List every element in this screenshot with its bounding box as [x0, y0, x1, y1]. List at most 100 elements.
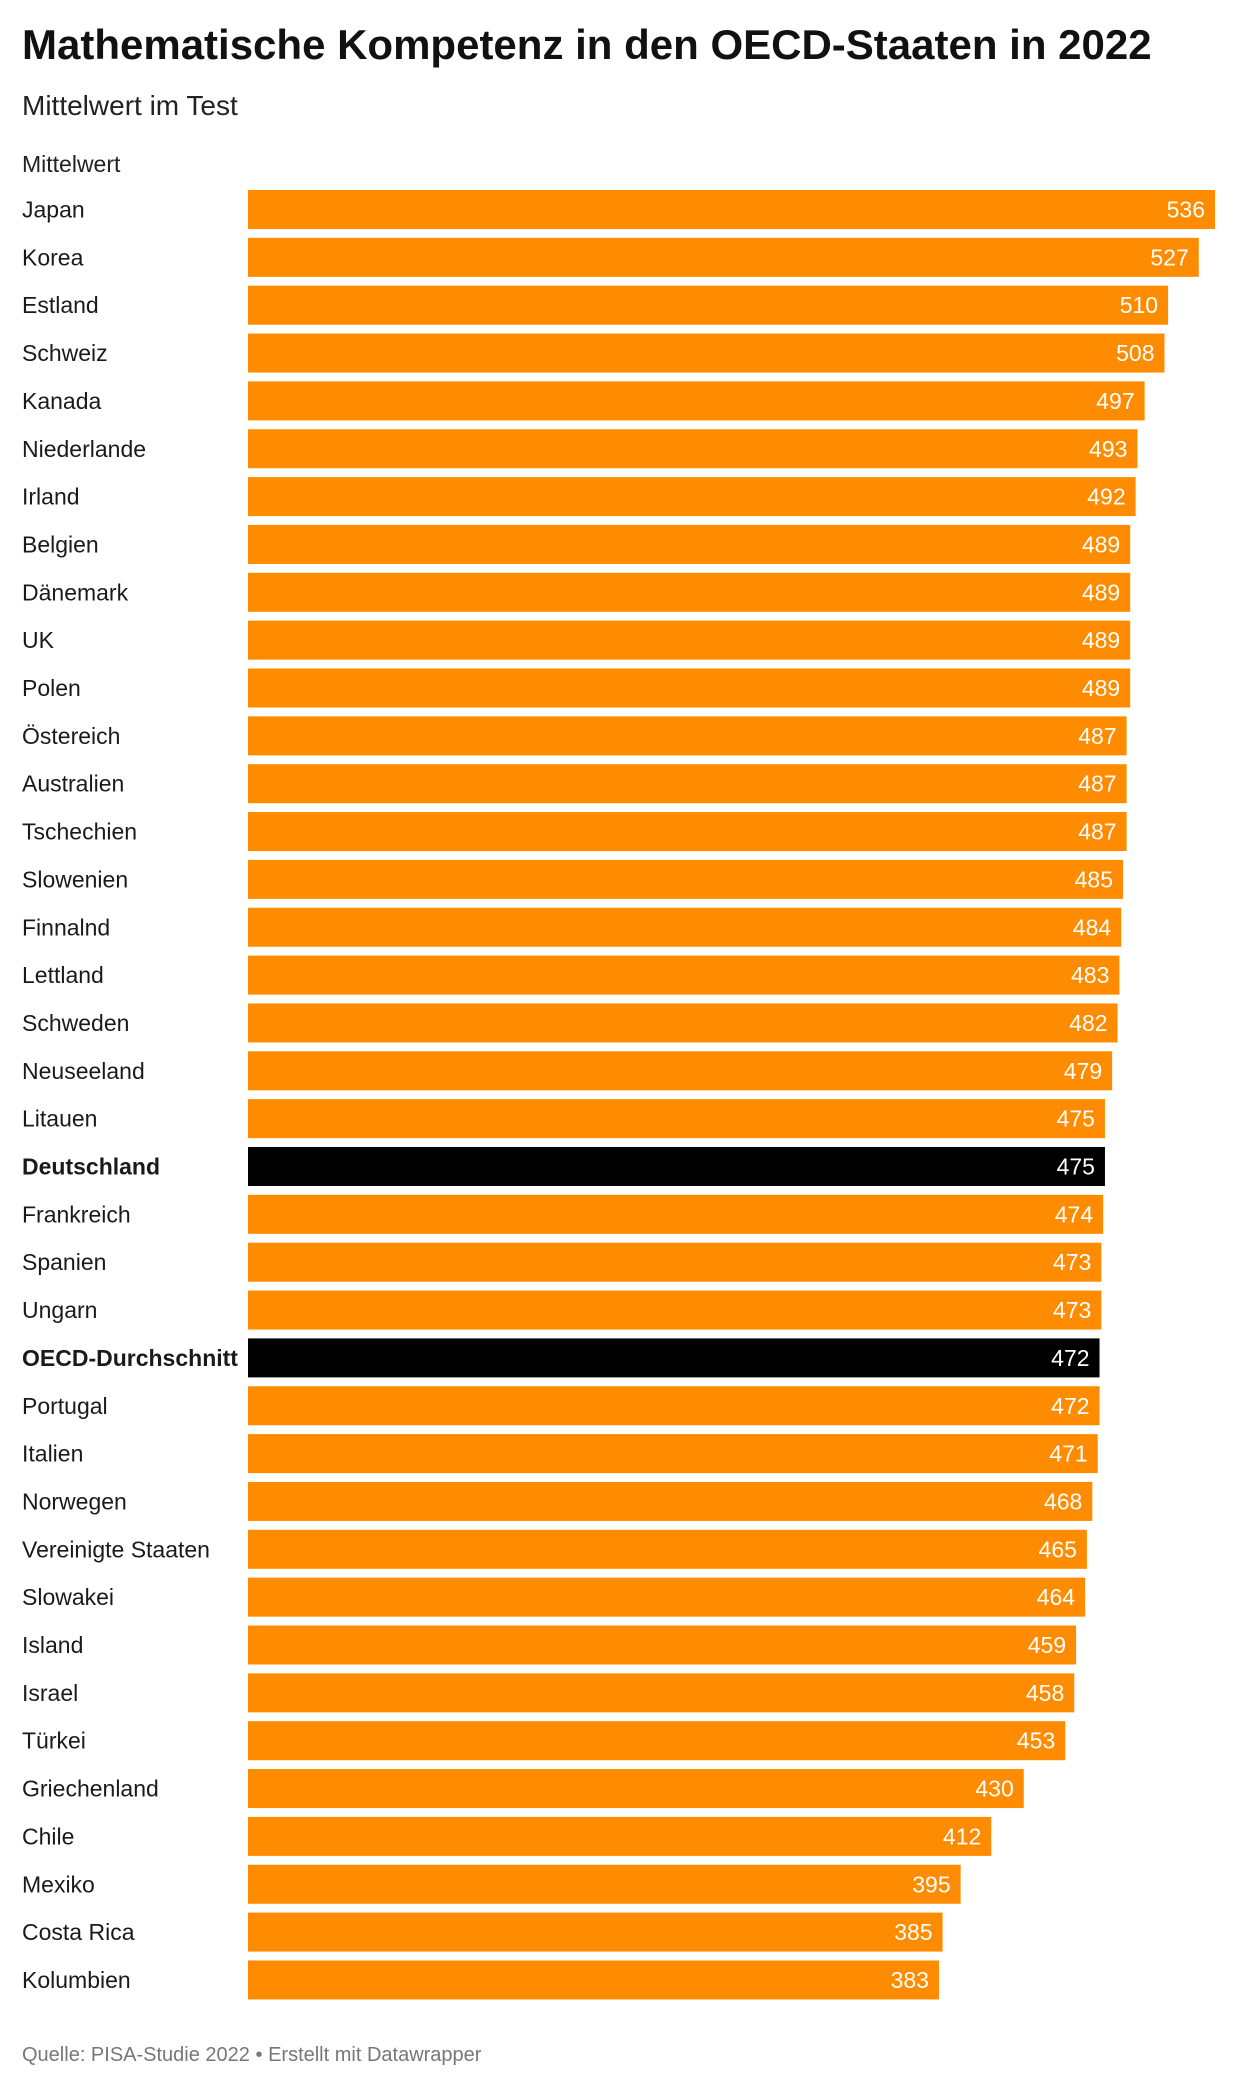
value-label-estland: 510 [1120, 292, 1158, 318]
value-label-polen: 489 [1082, 675, 1120, 701]
bar-niederlande [248, 429, 1138, 469]
bar-island [248, 1625, 1077, 1665]
value-label-tschechien: 487 [1078, 819, 1116, 845]
value-label-finnalnd: 484 [1073, 914, 1112, 940]
value-label-korea: 527 [1150, 244, 1188, 270]
category-label-tuerkei: Türkei [22, 1728, 86, 1754]
bar-neuseeland [248, 1051, 1113, 1091]
credit-note: Erstellt mit Datawrapper [268, 2044, 482, 2066]
value-label-uk: 489 [1082, 627, 1120, 653]
value-label-tuerkei: 453 [1017, 1728, 1055, 1754]
bar-kanada [248, 381, 1145, 421]
value-label-slowenien: 485 [1075, 866, 1113, 892]
category-label-belgien: Belgien [22, 531, 99, 557]
chart-subtitle: Mittelwert im Test [22, 90, 238, 121]
value-label-vereinigte-staaten: 465 [1039, 1536, 1077, 1562]
category-label-neuseeland: Neuseeland [22, 1058, 145, 1084]
bar-estland [248, 285, 1169, 325]
bar-griechenland [248, 1769, 1024, 1809]
category-label-kanada: Kanada [22, 388, 102, 414]
category-label-australien: Australien [22, 771, 124, 797]
category-label-oecd-durchschnitt: OECD-Durchschnitt [22, 1345, 238, 1371]
value-label-mexiko: 395 [912, 1871, 950, 1897]
bar-schweden [248, 1003, 1118, 1043]
bar-norwegen [248, 1481, 1093, 1521]
category-label-lettland: Lettland [22, 962, 104, 988]
value-label-chile: 412 [943, 1823, 981, 1849]
bar-vereinigte-staaten [248, 1529, 1087, 1569]
value-label-oestereich: 487 [1078, 723, 1116, 749]
category-label-polen: Polen [22, 675, 81, 701]
category-label-chile: Chile [22, 1823, 74, 1849]
category-label-korea: Korea [22, 244, 84, 270]
bar-finnalnd [248, 907, 1122, 947]
bar-costa-rica [248, 1912, 943, 1952]
category-label-norwegen: Norwegen [22, 1488, 127, 1514]
value-label-israel: 458 [1026, 1680, 1064, 1706]
value-label-slowakei: 464 [1037, 1584, 1076, 1610]
bar-israel [248, 1673, 1075, 1713]
category-label-niederlande: Niederlande [22, 436, 146, 462]
category-label-slowakei: Slowakei [22, 1584, 114, 1610]
bar-polen [248, 668, 1131, 708]
bar-japan [248, 190, 1215, 229]
value-label-griechenland: 430 [975, 1776, 1013, 1802]
footer-separator: • [255, 2044, 263, 2066]
value-label-lettland: 483 [1071, 962, 1109, 988]
category-label-portugal: Portugal [22, 1393, 108, 1419]
bar-korea [248, 237, 1199, 277]
value-label-italien: 471 [1049, 1441, 1087, 1467]
bar-deutschland [248, 1147, 1105, 1186]
category-label-spanien: Spanien [22, 1249, 106, 1275]
category-label-island: Island [22, 1632, 83, 1658]
bar-slowenien [248, 859, 1123, 899]
value-label-litauen: 475 [1057, 1106, 1095, 1132]
category-label-schweden: Schweden [22, 1010, 129, 1036]
value-label-schweiz: 508 [1116, 340, 1154, 366]
bar-italien [248, 1434, 1098, 1474]
value-label-portugal: 472 [1051, 1393, 1089, 1419]
bar-ungarn [248, 1290, 1102, 1330]
bar-litauen [248, 1099, 1105, 1139]
category-label-schweiz: Schweiz [22, 340, 108, 366]
bar-daenemark [248, 572, 1131, 612]
value-label-daenemark: 489 [1082, 579, 1120, 605]
value-label-spanien: 473 [1053, 1249, 1091, 1275]
bar-tschechien [248, 812, 1127, 852]
value-label-island: 459 [1028, 1632, 1066, 1658]
chart-title: Mathematische Kompetenz in den OECD-Staa… [22, 21, 1152, 68]
bar-oecd-durchschnitt [248, 1338, 1100, 1378]
category-label-frankreich: Frankreich [22, 1201, 131, 1227]
value-label-kanada: 497 [1096, 388, 1134, 414]
value-label-schweden: 482 [1069, 1010, 1107, 1036]
category-label-daenemark: Dänemark [22, 579, 129, 605]
bar-irland [248, 477, 1136, 517]
value-label-kolumbien: 383 [891, 1967, 929, 1993]
category-label-deutschland: Deutschland [22, 1154, 160, 1180]
value-label-belgien: 489 [1082, 531, 1120, 557]
bar-frankreich [248, 1194, 1104, 1234]
value-label-neuseeland: 479 [1064, 1058, 1102, 1084]
bar-schweiz [248, 333, 1165, 373]
category-label-ungarn: Ungarn [22, 1297, 97, 1323]
bar-tuerkei [248, 1721, 1066, 1761]
bar-kolumbien [248, 1960, 939, 2000]
value-label-irland: 492 [1087, 484, 1125, 510]
category-label-mexiko: Mexiko [22, 1871, 95, 1897]
category-label-tschechien: Tschechien [22, 819, 137, 845]
column-header: Mittelwert [22, 151, 121, 177]
bar-mexiko [248, 1864, 961, 1904]
bar-slowakei [248, 1577, 1086, 1617]
category-label-kolumbien: Kolumbien [22, 1967, 131, 1993]
bar-australien [248, 764, 1127, 804]
bar-lettland [248, 955, 1120, 995]
bar-oestereich [248, 716, 1127, 756]
category-label-finnalnd: Finnalnd [22, 914, 110, 940]
value-label-niederlande: 493 [1089, 436, 1127, 462]
source-note: Quelle: PISA-Studie 2022 [22, 2044, 250, 2066]
value-label-australien: 487 [1078, 771, 1116, 797]
value-label-japan: 536 [1167, 197, 1205, 223]
value-label-norwegen: 468 [1044, 1488, 1082, 1514]
